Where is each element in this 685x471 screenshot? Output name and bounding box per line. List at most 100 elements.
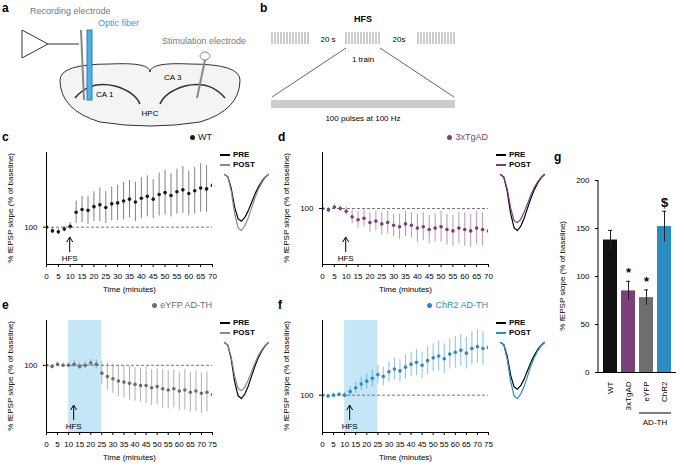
svg-text:60: 60 [460,272,469,281]
svg-text:60: 60 [175,440,184,449]
svg-text:Time (minutes): Time (minutes) [379,453,432,462]
svg-text:100: 100 [24,223,38,232]
svg-text:Stimulation electrode: Stimulation electrode [162,36,246,46]
svg-text:100: 100 [576,272,590,281]
svg-text:10: 10 [64,440,73,449]
svg-text:40: 40 [407,440,416,449]
svg-text:20s: 20s [393,35,406,44]
svg-text:Optic fiber: Optic fiber [98,18,139,28]
svg-text:15: 15 [354,272,363,281]
svg-text:150: 150 [576,224,590,233]
svg-text:a: a [2,1,9,15]
svg-text:15: 15 [75,440,84,449]
svg-text:40: 40 [413,272,422,281]
svg-text:CA 1: CA 1 [96,90,114,99]
svg-text:Recording electrode: Recording electrode [30,6,111,16]
svg-text:45: 45 [418,440,427,449]
svg-text:10: 10 [340,440,349,449]
svg-text:20: 20 [89,272,98,281]
svg-text:35: 35 [125,272,134,281]
svg-text:35: 35 [120,440,129,449]
svg-text:100: 100 [24,361,38,370]
svg-text:70: 70 [197,440,206,449]
svg-text:75: 75 [484,440,493,449]
svg-text:*: * [644,274,650,289]
svg-text:0: 0 [44,440,49,449]
svg-text:0: 0 [585,368,590,377]
svg-text:50: 50 [161,272,170,281]
svg-text:30: 30 [108,440,117,449]
svg-text:WT: WT [606,381,615,394]
svg-text:ChR2: ChR2 [660,381,669,402]
svg-text:35: 35 [401,272,410,281]
svg-text:5: 5 [331,440,336,449]
svg-text:20: 20 [362,440,371,449]
svg-text:45: 45 [425,272,434,281]
svg-text:HPC: HPC [142,109,159,118]
svg-text:40: 40 [137,272,146,281]
svg-text:50: 50 [437,272,446,281]
svg-text:b: b [260,1,267,15]
svg-text:50: 50 [153,440,162,449]
svg-text:100: 100 [300,391,314,400]
svg-text:70: 70 [484,272,493,281]
svg-text:30: 30 [384,440,393,449]
svg-text:20: 20 [365,272,374,281]
svg-text:$: $ [661,195,669,210]
svg-text:20: 20 [86,440,95,449]
svg-text:HFS: HFS [66,422,82,431]
svg-text:45: 45 [142,440,151,449]
svg-text:5: 5 [55,440,60,449]
svg-text:HFS: HFS [62,254,78,263]
svg-text:*: * [626,265,632,280]
svg-text:200: 200 [576,176,590,185]
svg-text:25: 25 [373,440,382,449]
svg-text:35: 35 [396,440,405,449]
svg-text:65: 65 [472,272,481,281]
svg-text:70: 70 [208,272,217,281]
svg-text:100: 100 [300,204,314,213]
svg-text:25: 25 [101,272,110,281]
svg-text:70: 70 [473,440,482,449]
svg-text:Time (minutes): Time (minutes) [103,453,156,462]
svg-text:5: 5 [56,272,61,281]
svg-text:eYFP: eYFP [642,382,651,402]
svg-text:45: 45 [149,272,158,281]
svg-text:55: 55 [440,440,449,449]
svg-text:65: 65 [186,440,195,449]
svg-text:10: 10 [342,272,351,281]
svg-text:Time (minutes): Time (minutes) [103,285,156,294]
svg-text:65: 65 [462,440,471,449]
svg-text:HFS: HFS [354,14,372,24]
svg-text:20 s: 20 s [320,35,335,44]
svg-text:30: 30 [113,272,122,281]
svg-text:25: 25 [97,440,106,449]
svg-text:75: 75 [208,440,217,449]
svg-text:15: 15 [78,272,87,281]
svg-text:25: 25 [377,272,386,281]
svg-text:40: 40 [131,440,140,449]
svg-text:10: 10 [66,272,75,281]
svg-text:55: 55 [164,440,173,449]
svg-text:65: 65 [196,272,205,281]
svg-text:15: 15 [351,440,360,449]
svg-text:55: 55 [172,272,181,281]
svg-text:AD-TH: AD-TH [643,418,668,427]
svg-text:Time (minutes): Time (minutes) [379,285,432,294]
svg-text:3xTgAD: 3xTgAD [624,381,633,410]
svg-text:60: 60 [451,440,460,449]
svg-text:1 train: 1 train [352,55,374,64]
svg-text:0: 0 [320,440,325,449]
svg-text:30: 30 [389,272,398,281]
svg-text:0: 0 [44,272,49,281]
svg-text:60: 60 [184,272,193,281]
svg-text:5: 5 [332,272,337,281]
svg-text:CA 3: CA 3 [164,73,182,82]
svg-text:50: 50 [429,440,438,449]
svg-text:55: 55 [448,272,457,281]
svg-text:HFS: HFS [338,254,354,263]
svg-text:50: 50 [581,320,590,329]
svg-text:100 pulses at 100 Hz: 100 pulses at 100 Hz [325,114,400,123]
svg-text:0: 0 [320,272,325,281]
svg-text:HFS: HFS [342,422,358,431]
